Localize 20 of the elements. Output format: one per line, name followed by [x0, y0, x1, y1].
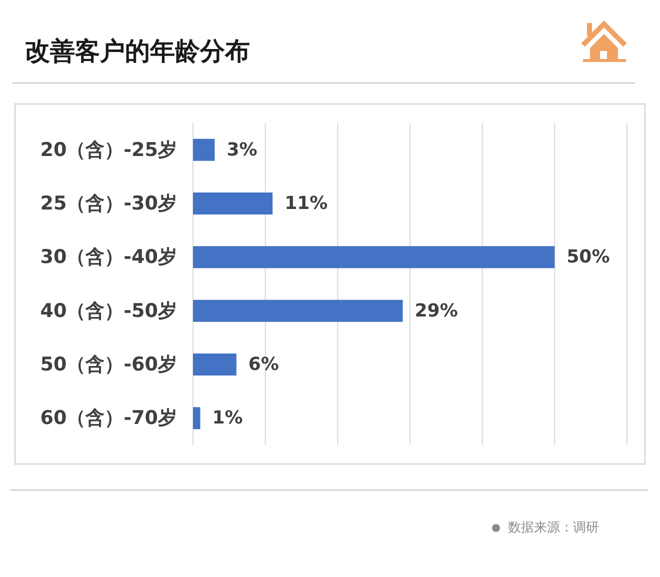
chart-title: 改善客户的年龄分布 [25, 36, 250, 66]
data-label: 6% [248, 354, 279, 375]
data-label: 29% [414, 300, 458, 322]
data-label: 11% [284, 193, 328, 214]
data-label: 1% [212, 408, 243, 429]
data-label: 3% [226, 139, 258, 160]
bar [193, 138, 215, 161]
y-tick-label: 30（含）-40岁 [40, 246, 177, 268]
data-label: 50% [566, 246, 610, 268]
bar [193, 300, 403, 322]
y-tick-label: 60（含）-70岁 [40, 407, 177, 430]
bar [193, 407, 200, 430]
y-tick-label: 25（含）-30岁 [40, 192, 177, 214]
source-note: 数据来源：调研 [508, 520, 599, 536]
y-tick-label: 40（含）-50岁 [40, 300, 177, 322]
bar [193, 354, 236, 376]
bar [193, 246, 555, 268]
y-tick-label: 50（含）-60岁 [40, 354, 177, 376]
y-tick-label: 20（含）-25岁 [40, 138, 177, 161]
bar [193, 192, 273, 214]
